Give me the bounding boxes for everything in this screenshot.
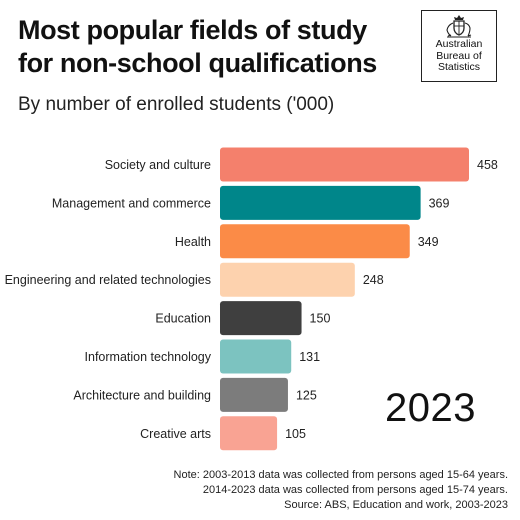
source-line: Source: ABS, Education and work, 2003-20… bbox=[284, 499, 508, 511]
bar-creative-arts bbox=[220, 416, 278, 451]
value-label-society-and-culture: 458 bbox=[477, 158, 498, 172]
value-label-health: 349 bbox=[418, 235, 439, 249]
value-label-creative-arts: 105 bbox=[285, 427, 306, 441]
category-label-information-technology: Information technology bbox=[85, 350, 212, 364]
bar-health bbox=[220, 224, 410, 259]
chart-title: Most popular fields of study for non-sch… bbox=[18, 14, 398, 80]
chart-notes: Note: 2003-2013 data was collected from … bbox=[174, 468, 508, 513]
logo-line-3: Statistics bbox=[437, 61, 480, 73]
chart-subtitle: By number of enrolled students ('000) bbox=[18, 94, 335, 115]
bar-society-and-culture bbox=[220, 147, 469, 182]
logo-line-1: Australian bbox=[435, 38, 483, 50]
chart-title-line-1: Most popular fields of study bbox=[18, 15, 367, 45]
abs-logo: Australian Bureau of Statistics bbox=[421, 10, 497, 82]
value-label-management-and-commerce: 369 bbox=[429, 196, 450, 210]
value-label-engineering-and-related-technologies: 248 bbox=[363, 273, 384, 287]
category-label-architecture-and-building: Architecture and building bbox=[73, 388, 211, 402]
value-label-education: 150 bbox=[310, 312, 331, 326]
category-label-engineering-and-related-technologies: Engineering and related technologies bbox=[5, 273, 211, 287]
category-label-creative-arts: Creative arts bbox=[140, 427, 211, 441]
category-label-society-and-culture: Society and culture bbox=[105, 158, 211, 172]
chart-title-line-2: for non-school qualifications bbox=[18, 48, 377, 78]
value-label-architecture-and-building: 125 bbox=[296, 388, 317, 402]
category-label-management-and-commerce: Management and commerce bbox=[52, 196, 211, 210]
note-line-1: Note: 2003-2013 data was collected from … bbox=[173, 469, 508, 481]
bar-education bbox=[220, 301, 302, 336]
logo-line-2: Bureau of bbox=[436, 49, 482, 62]
year-label: 2023 bbox=[385, 386, 476, 430]
bar-management-and-commerce bbox=[220, 185, 421, 220]
note-line-2: 2014-2023 data was collected from person… bbox=[202, 484, 508, 496]
bar-information-technology bbox=[220, 339, 292, 374]
category-label-education: Education bbox=[155, 312, 211, 326]
bar-chart: Society and culture 458 Management and com… bbox=[5, 147, 498, 451]
bar-engineering-and-related-technologies bbox=[220, 262, 355, 297]
category-label-health: Health bbox=[175, 235, 211, 249]
value-label-information-technology: 131 bbox=[299, 350, 320, 364]
abs-logo-text: Australian Bureau of Statistics bbox=[422, 38, 496, 74]
coat-of-arms-icon bbox=[446, 15, 472, 38]
bar-architecture-and-building bbox=[220, 377, 288, 412]
